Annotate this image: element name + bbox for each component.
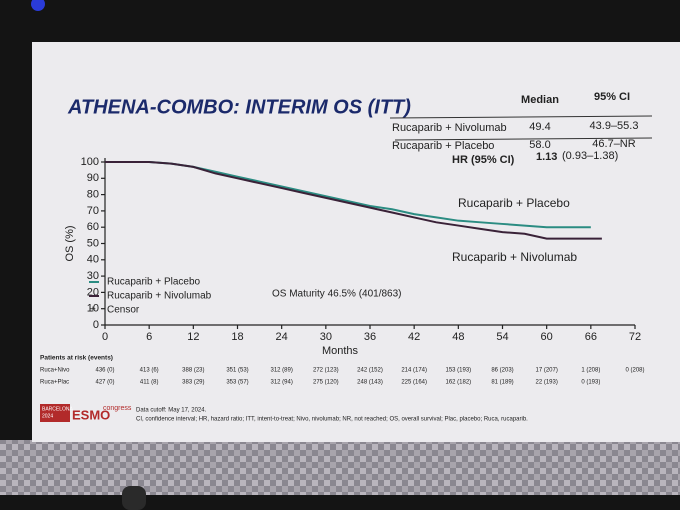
risk-value: 312 (89) <box>270 368 292 374</box>
ci: 43.9–55.3 <box>590 120 639 132</box>
risk-value: 1 (208) <box>581 368 600 374</box>
legend-label: Rucaparib + Placebo <box>107 277 201 288</box>
risk-value: 22 (193) <box>535 380 557 386</box>
risk-label: Ruca+Plac <box>40 380 69 386</box>
y-tick-label: 50 <box>87 237 99 249</box>
x-tick-label: 54 <box>496 331 508 343</box>
x-tick-label: 12 <box>187 331 199 343</box>
risk-value: 86 (203) <box>491 368 513 374</box>
x-tick-label: 24 <box>276 331 288 343</box>
risk-value: 248 (143) <box>357 380 383 386</box>
y-tick-label: 80 <box>87 189 99 201</box>
risk-value: 436 (0) <box>95 368 114 374</box>
wall-pattern <box>0 440 680 495</box>
slide <box>32 42 680 442</box>
speaker <box>122 486 146 510</box>
risk-value: 17 (207) <box>535 368 557 374</box>
x-tick-label: 6 <box>146 331 152 343</box>
risk-value: 312 (94) <box>270 380 292 386</box>
x-tick-label: 48 <box>452 331 464 343</box>
risk-value: 225 (164) <box>401 380 427 386</box>
table-rule <box>394 137 653 141</box>
y-tick-label: 70 <box>87 205 99 217</box>
abbreviations: CI, confidence interval; HR, hazard rati… <box>136 417 528 423</box>
median: 58.0 <box>529 139 550 151</box>
logo-year: 2024 <box>42 413 53 419</box>
chart-title: ATHENA-COMBO: INTERIM OS (ITT) <box>67 96 411 118</box>
risk-label: Ruca+Nivo <box>40 368 70 374</box>
x-tick-label: 18 <box>231 331 243 343</box>
risk-value: 162 (182) <box>445 380 471 386</box>
curve-label: Rucaparib + Placebo <box>458 196 570 210</box>
y-tick-label: 0 <box>93 319 99 331</box>
legend-label: Rucaparib + Nivolumab <box>107 291 212 302</box>
risk-value: 353 (57) <box>226 380 248 386</box>
y-axis-label: OS (%) <box>64 225 76 261</box>
risk-value: 214 (174) <box>401 368 427 374</box>
y-tick-label: 100 <box>81 156 99 168</box>
table-rule <box>389 115 653 119</box>
x-tick-label: 60 <box>541 331 553 343</box>
table-header: Median <box>521 94 559 106</box>
row-label: Rucaparib + Nivolumab <box>392 122 507 134</box>
survival-curve <box>105 161 602 240</box>
risk-value: 427 (0) <box>95 380 114 386</box>
y-tick-label: 40 <box>87 254 99 266</box>
cutoff: Data cutoff: May 17, 2024. <box>136 408 207 414</box>
risk-value: 0 (208) <box>625 368 644 374</box>
x-tick-label: 30 <box>320 331 332 343</box>
x-tick-label: 66 <box>585 331 597 343</box>
risk-value: 81 (189) <box>491 380 513 386</box>
risk-value: 383 (29) <box>182 380 204 386</box>
x-tick-label: 36 <box>364 331 376 343</box>
ci: 46.7–NR <box>592 138 635 150</box>
risk-value: 275 (120) <box>313 380 339 386</box>
legend-symbol: + <box>90 305 96 316</box>
legend-label: Censor <box>107 305 140 316</box>
hr-value: 1.13 <box>536 151 557 163</box>
annotation: OS Maturity 46.5% (401/863) <box>272 289 402 300</box>
hr-label: HR (95% CI) <box>452 154 515 166</box>
logo-box <box>40 404 70 422</box>
risk-value: 413 (6) <box>140 368 159 374</box>
y-tick-label: 10 <box>87 303 99 315</box>
median: 49.4 <box>529 121 550 133</box>
risk-value: 411 (8) <box>140 380 159 386</box>
risk-value: 242 (152) <box>357 368 383 374</box>
x-tick-label: 72 <box>629 331 641 343</box>
row-label: Rucaparib + Placebo <box>392 140 494 152</box>
table-header: 95% CI <box>594 91 630 103</box>
hr-ci: (0.93–1.38) <box>562 150 618 162</box>
x-axis-label: Months <box>322 345 359 357</box>
risk-value: 388 (23) <box>182 368 204 374</box>
risk-value: 272 (123) <box>313 368 339 374</box>
logo-name: ESMO <box>72 407 110 422</box>
y-tick-label: 30 <box>87 270 99 282</box>
x-tick-label: 42 <box>408 331 420 343</box>
risk-title: Patients at risk (events) <box>40 355 113 362</box>
x-tick-label: 0 <box>102 331 108 343</box>
curve-label: Rucaparib + Nivolumab <box>452 250 577 264</box>
risk-value: 0 (193) <box>581 380 600 386</box>
logo-suffix: congress <box>103 405 132 412</box>
risk-value: 153 (193) <box>445 368 471 374</box>
logo-city: BARCELONA <box>42 406 74 412</box>
risk-value: 351 (53) <box>226 368 248 374</box>
y-tick-label: 90 <box>87 172 99 184</box>
light <box>31 0 45 11</box>
y-tick-label: 60 <box>87 221 99 233</box>
